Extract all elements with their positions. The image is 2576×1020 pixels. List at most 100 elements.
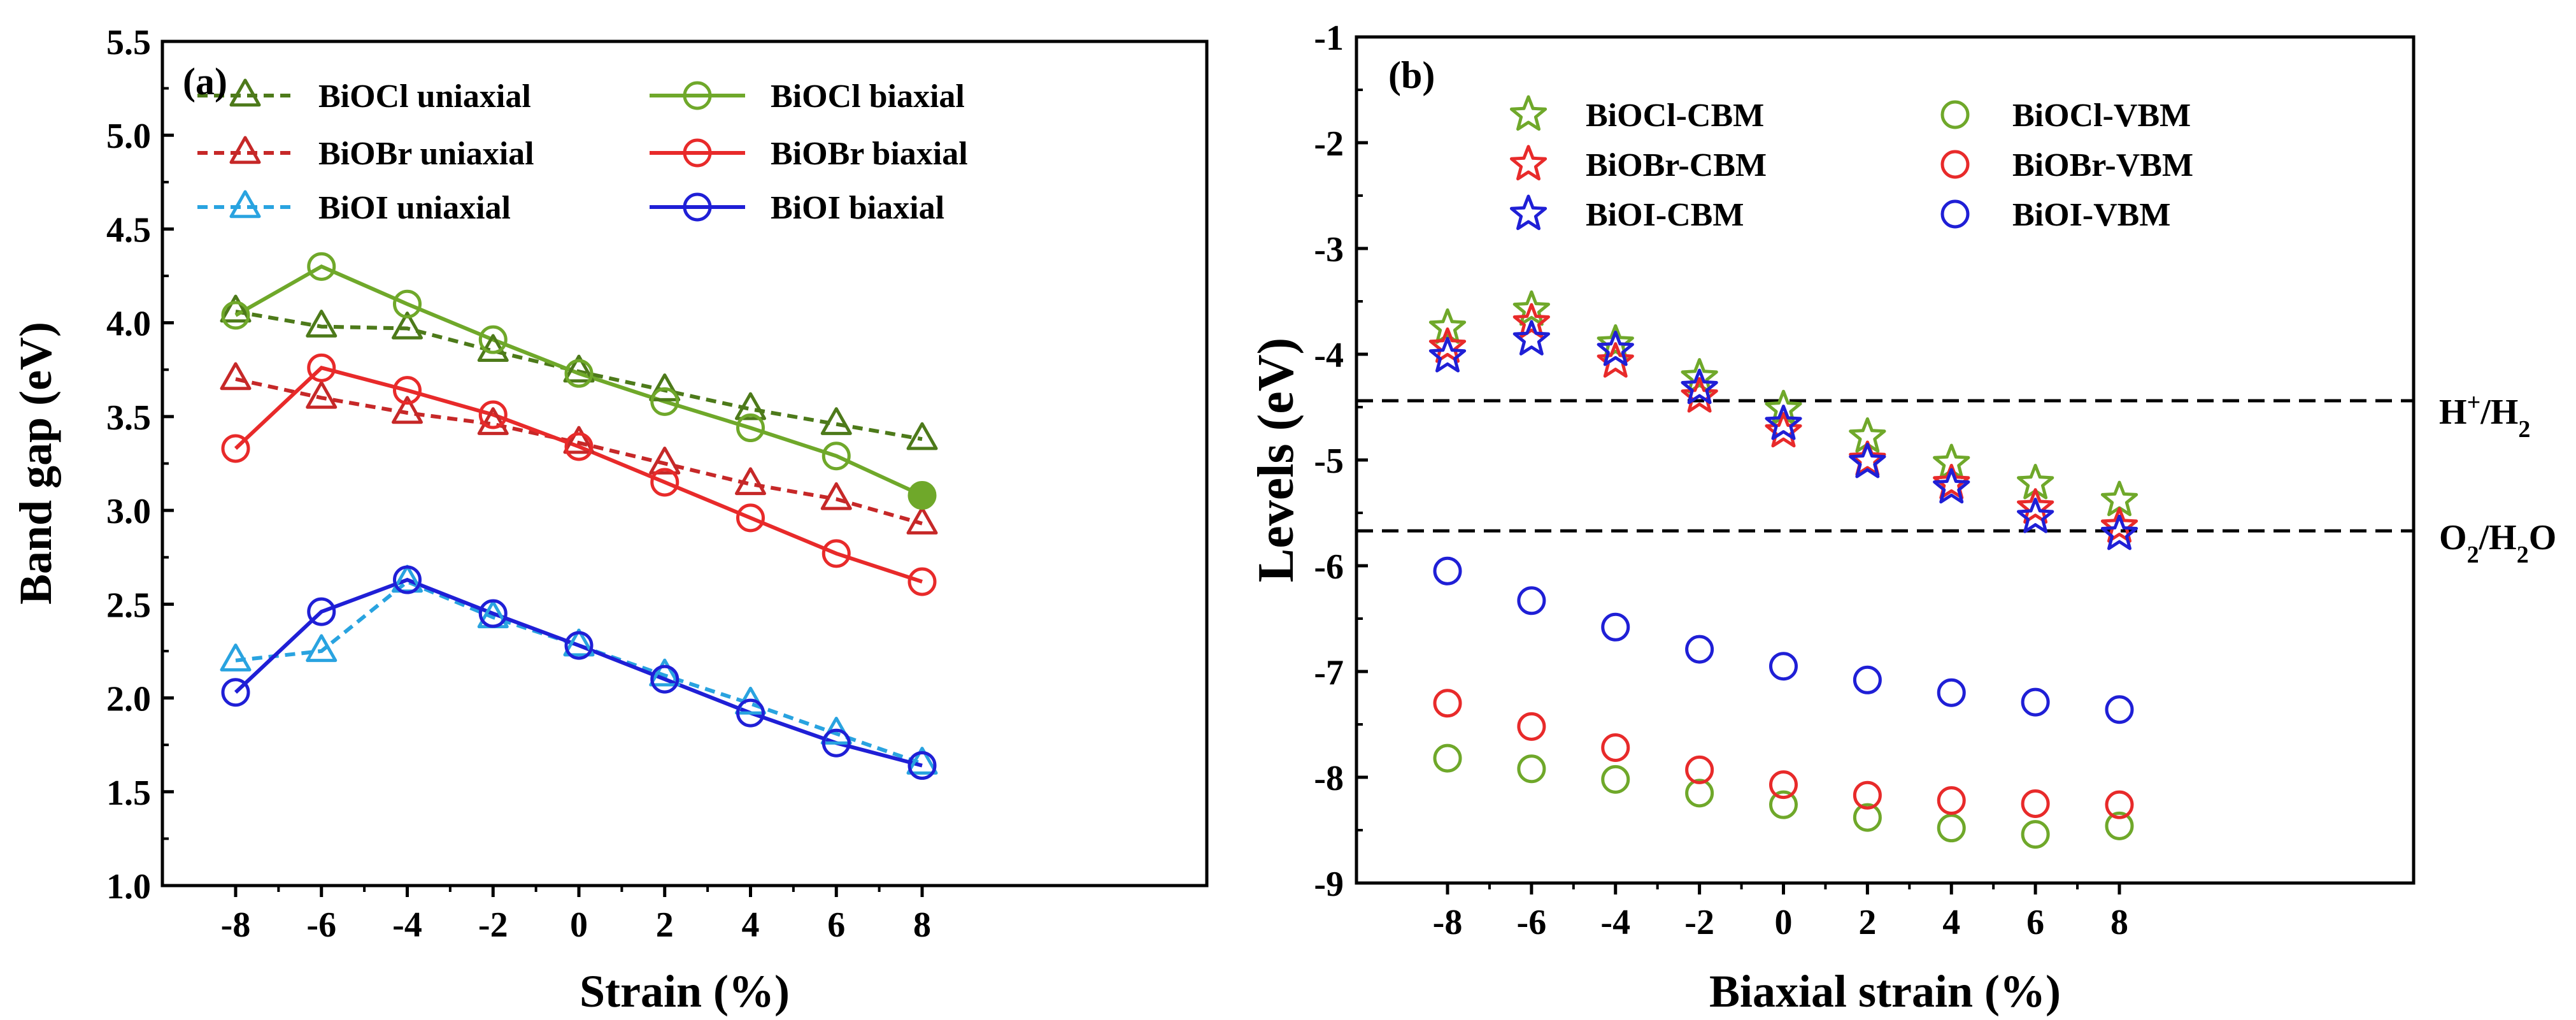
panel-a-y-tick-label: 2.0 <box>106 680 151 719</box>
ref-label-h2-main: H <box>2439 392 2467 432</box>
panel-a-series-line-4 <box>234 365 923 584</box>
panel-b-point-s3-7 <box>2021 820 2050 849</box>
panel-a-point-s4-6 <box>736 503 765 533</box>
panel-a-point-s3-4 <box>564 359 594 388</box>
panel-a-x-axis-label: Strain (%) <box>580 966 790 1017</box>
panel-a-point-s4-8 <box>907 567 937 596</box>
panel-b-point-s3-5 <box>1853 803 1882 832</box>
panel-b-point-s1-7 <box>2017 488 2054 524</box>
panel-a-y-tick-label: 3.5 <box>106 398 151 438</box>
panel-b-x-tick-label: 2 <box>1858 903 1876 942</box>
panel-a-point-s1-6 <box>735 467 766 496</box>
panel-b-legend-label-1: BiOBr-CBM <box>1586 147 1767 183</box>
panel-a-point-s3-1 <box>307 252 336 281</box>
panel-a-point-s5-0 <box>221 678 250 707</box>
panel-b-y-tick-label: -3 <box>1314 230 1344 269</box>
panel-b-point-s2-7 <box>2017 498 2054 533</box>
panel-b-point-s4-4 <box>1769 770 1798 800</box>
panel-b-y-tick-label: -7 <box>1314 653 1344 693</box>
panel-b-point-s0-3 <box>1681 358 1718 394</box>
panel-a-point-s0-1 <box>306 310 338 338</box>
panel-a-point-s2-8 <box>906 747 938 775</box>
panel-a-point-s4-3 <box>478 400 508 429</box>
panel-b-point-s4-0 <box>1433 689 1462 718</box>
panel-a-point-s1-4 <box>563 426 595 454</box>
panel-a-point-s1-8 <box>906 506 938 535</box>
panel-b-point-s0-0 <box>1428 308 1467 344</box>
panel-b-x-tick-label: 4 <box>1942 903 1960 942</box>
panel-b-point-s3-1 <box>1517 754 1546 784</box>
panel-b-point-s3-4 <box>1769 790 1798 819</box>
panel-b-point-s5-8 <box>2105 695 2134 724</box>
panel-b-x-axis-label: Biaxial strain (%) <box>1709 966 2061 1017</box>
ref-label-o2-sub2: 2 <box>2517 542 2529 568</box>
panel-a-y-tick-label: 5.5 <box>106 23 151 62</box>
panel-a-legend-marker-2 <box>229 190 261 219</box>
panel-b-point-s2-2 <box>1597 330 1634 366</box>
panel-a-point-s0-3 <box>477 334 509 363</box>
panel-a-point-s4-7 <box>822 539 851 568</box>
panel-b-y-tick-label: -4 <box>1314 336 1344 375</box>
panel-a-x-tick-label: -4 <box>392 905 422 945</box>
panel-b-x-tick-label: -8 <box>1433 903 1463 942</box>
panel-b-y-tick-label: -9 <box>1314 865 1344 904</box>
panel-b-point-s5-2 <box>1601 612 1630 642</box>
panel-a-series-line-5 <box>234 577 923 768</box>
panel-b-y-tick-label: -5 <box>1314 442 1344 481</box>
panel-b-legend-label-4: BiOBr-VBM <box>2012 147 2193 183</box>
panel-b-y-tick-label: -2 <box>1314 124 1344 164</box>
panel-a-band-gap-chart: 1.0 1.5 2.0 2.5 3.0 3.5 4.0 4.5 5.0 5.5 -8 -6 -4 -2 0 2… <box>10 23 1209 1017</box>
panel-b-point-s4-3 <box>1685 755 1714 784</box>
panel-b-label: (b) <box>1388 54 1435 96</box>
panel-b-levels-chart: -9 -8 -7 -6 -5 -4 -3 -2 -1 -8 -6 -4 -2 0 2 4 6 8 BiOCl-CBM… <box>1248 18 2556 1017</box>
panel-a-legend-marker-3 <box>683 81 712 110</box>
panel-a-series-line-2 <box>235 579 923 766</box>
panel-b-point-s2-4 <box>1765 405 1802 440</box>
ref-label-h2: H+/H2 <box>2439 389 2530 443</box>
panel-a-point-s5-8 <box>907 751 937 780</box>
panel-b-y-tick-label: -1 <box>1314 18 1344 58</box>
panel-a-point-s2-0 <box>220 643 252 672</box>
panel-a-x-tick-label: 8 <box>913 905 931 945</box>
panel-b-x-tick-label: -6 <box>1517 903 1547 942</box>
panel-a-x-tick-label: 0 <box>570 905 588 945</box>
panel-a-legend-label-0: BiOCl uniaxial <box>318 78 531 115</box>
panel-b-y-axis-label: Levels (eV) <box>1248 338 1304 582</box>
panel-b-point-s4-1 <box>1517 712 1546 741</box>
panel-b-point-s3-2 <box>1601 765 1630 794</box>
panel-a-legend-label-4: BiOBr biaxial <box>771 136 968 172</box>
panel-a-point-s4-0 <box>221 434 250 463</box>
panel-b-point-s2-0 <box>1428 336 1467 373</box>
panel-a-y-tick-label: 5.0 <box>106 117 151 156</box>
panel-a-x-tick-label: 6 <box>827 905 845 945</box>
panel-b-point-s4-2 <box>1601 733 1630 763</box>
panel-a-point-s3-3 <box>478 325 508 354</box>
panel-a-x-tick-label: 4 <box>742 905 760 945</box>
panel-a-x-tick-label: 2 <box>656 905 674 945</box>
panel-b-plot-frame <box>1355 35 2416 885</box>
panel-a-x-tick-label: -8 <box>221 905 251 945</box>
panel-a-legend-marker-4 <box>683 138 712 168</box>
panel-b-point-s1-5 <box>1849 440 1886 477</box>
panel-a-legend-label-2: BiOI uniaxial <box>318 190 511 226</box>
panel-a-point-s3-2 <box>393 289 422 319</box>
panel-b-point-s1-2 <box>1597 342 1634 378</box>
panel-a-point-s5-5 <box>650 664 680 694</box>
panel-a-point-s0-5 <box>649 373 681 401</box>
panel-a-y-tick-label: 2.5 <box>106 585 151 625</box>
panel-b-legend-marker-0 <box>1509 95 1548 131</box>
panel-a-point-s5-7 <box>822 728 851 758</box>
panel-a-point-s1-3 <box>477 407 509 435</box>
panel-a-y-axis-label: Band gap (eV) <box>10 322 61 605</box>
panel-a-point-s5-6 <box>736 698 765 728</box>
panel-a-point-s1-5 <box>649 446 681 475</box>
panel-b-point-s1-4 <box>1765 412 1802 448</box>
panel-b-point-s1-1 <box>1512 303 1550 339</box>
panel-a-point-s2-5 <box>649 658 681 687</box>
panel-a-y-tick-label: 3.0 <box>106 492 151 531</box>
panel-a-x-tick-label: -6 <box>306 905 336 945</box>
panel-a-point-s1-1 <box>306 380 338 409</box>
ref-label-o2-end: O <box>2529 518 2557 557</box>
